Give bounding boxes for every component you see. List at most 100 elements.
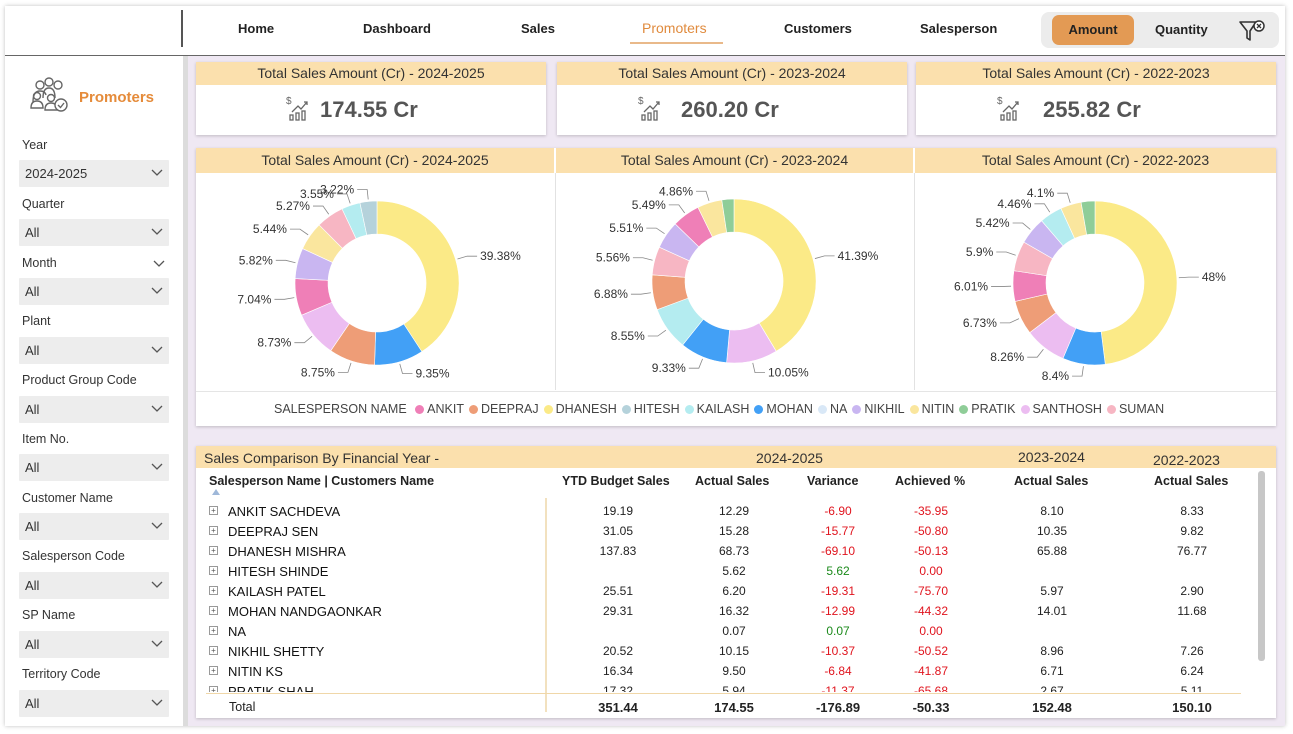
- donut-data-label: 5.42%: [976, 216, 1010, 230]
- donut-data-label: 8.75%: [301, 365, 335, 379]
- amount-button[interactable]: Amount: [1052, 15, 1134, 45]
- expand-plus-icon[interactable]: +: [209, 666, 218, 675]
- cell-actual-2022: 76.77: [1176, 544, 1208, 558]
- donut-slice-dhanesh[interactable]: [1094, 200, 1178, 365]
- legend-item[interactable]: NA: [817, 392, 847, 426]
- legend-item[interactable]: NITIN: [909, 392, 954, 426]
- clear-filter-icon[interactable]: [1238, 18, 1266, 44]
- legend-item[interactable]: SUMAN: [1106, 392, 1164, 426]
- donut-leader-line: [696, 190, 710, 201]
- legend-item[interactable]: DHANESH: [543, 392, 617, 426]
- filter-salesperson-code-dropdown[interactable]: All: [19, 572, 169, 599]
- table-row[interactable]: + HITESH SHINDE 5.62 5.62 0.00: [196, 561, 1256, 581]
- filter-label-month: Month: [22, 256, 57, 270]
- col-header-name[interactable]: Salesperson Name | Customers Name: [209, 474, 435, 488]
- legend-item[interactable]: ANKIT: [415, 392, 464, 426]
- expand-plus-icon[interactable]: +: [209, 506, 218, 515]
- filter-label-year: Year: [22, 138, 48, 152]
- col-header-ytd-budget[interactable]: YTD Budget Sales: [562, 474, 670, 488]
- chevron-down-icon: [151, 522, 163, 529]
- legend-item[interactable]: DEEPRAJ: [468, 392, 539, 426]
- sort-ascending-icon[interactable]: [212, 489, 220, 495]
- table-row[interactable]: + DEEPRAJ SEN 31.05 15.28 -15.77 -50.80 10.35 9…: [196, 521, 1256, 541]
- filter-item-no-dropdown[interactable]: All: [19, 454, 169, 481]
- table-row[interactable]: + NIKHIL SHETTY 20.52 10.15 -10.37 -50.52 8.96…: [196, 641, 1256, 661]
- legend-swatch: [959, 405, 969, 414]
- nav-salesperson[interactable]: Salesperson: [920, 21, 998, 36]
- expand-plus-icon[interactable]: +: [209, 526, 218, 535]
- donut-slice-pratik[interactable]: [1080, 200, 1096, 236]
- filter-label-salesperson-code: Salesperson Code: [22, 549, 125, 563]
- col-header-actual-2023[interactable]: Actual Sales: [1014, 474, 1089, 488]
- filter-month-dropdown[interactable]: All: [19, 278, 169, 305]
- donut-data-label: 4.86%: [659, 184, 693, 198]
- nav-sales[interactable]: Sales: [521, 21, 555, 36]
- col-header-actual-2024[interactable]: Actual Sales: [695, 474, 770, 488]
- quantity-button[interactable]: Quantity: [1155, 22, 1208, 37]
- legend-item[interactable]: NIKHIL: [852, 392, 905, 426]
- donut-charts-panel: Total Sales Amount (Cr) - 2024-2025 Tota…: [196, 148, 1276, 426]
- nav-home[interactable]: Home: [238, 21, 275, 36]
- legend-item[interactable]: MOHAN: [754, 392, 813, 426]
- table-row[interactable]: + NITIN KS 16.34 9.50 -6.84 -41.87 6.71 6.24: [196, 661, 1256, 681]
- filter-label-item-no: Item No.: [22, 432, 70, 446]
- filter-product-group-value: All: [25, 402, 40, 417]
- filter-customer-name-value: All: [25, 519, 40, 534]
- col-header-achieved[interactable]: Achieved %: [895, 474, 966, 488]
- donut-slice-dhanesh[interactable]: [733, 198, 817, 352]
- donut-leader-line: [357, 189, 369, 200]
- col-header-variance[interactable]: Variance: [807, 474, 859, 488]
- nav-dashboard[interactable]: Dashboard: [363, 21, 431, 36]
- expand-plus-icon[interactable]: +: [209, 546, 218, 555]
- legend-label: ANKIT: [427, 402, 464, 416]
- expand-plus-icon[interactable]: +: [209, 566, 218, 575]
- donut-data-label: 5.51%: [609, 221, 643, 235]
- legend-label: PRATIK: [971, 402, 1016, 416]
- legend-item[interactable]: SANTHOSH: [1020, 392, 1102, 426]
- table-row[interactable]: + DHANESH MISHRA 137.83 68.73 -69.10 -50.13 65…: [196, 541, 1256, 561]
- filter-customer-name-dropdown[interactable]: All: [19, 513, 169, 540]
- donut-leader-line: [289, 228, 309, 236]
- legend-item[interactable]: PRATIK: [959, 392, 1016, 426]
- nav-promoters[interactable]: Promoters: [642, 20, 707, 36]
- legend-item[interactable]: HITESH: [621, 392, 680, 426]
- expand-plus-icon[interactable]: +: [209, 626, 218, 635]
- filter-territory-code-dropdown[interactable]: All: [19, 690, 169, 717]
- donut-slice-hitesh[interactable]: [359, 200, 378, 236]
- expand-plus-icon[interactable]: +: [209, 686, 218, 692]
- table-scrollbar[interactable]: [1258, 471, 1265, 661]
- filter-year-dropdown[interactable]: 2024-2025: [19, 160, 169, 187]
- filter-label-territory-code: Territory Code: [22, 667, 101, 681]
- salesperson-name: NITIN KS: [228, 664, 283, 679]
- legend-label: NIKHIL: [864, 402, 905, 416]
- month-expand-chevron-icon[interactable]: [153, 260, 165, 268]
- nav-divider: [181, 10, 183, 47]
- expand-plus-icon[interactable]: +: [209, 606, 218, 615]
- legend-item[interactable]: KAILASH: [684, 392, 749, 426]
- cell-actual-2024: 16.32: [718, 604, 750, 618]
- donut-leader-line: [274, 297, 295, 300]
- expand-plus-icon[interactable]: +: [209, 646, 218, 655]
- salesperson-name: ANKIT SACHDEVA: [228, 504, 341, 519]
- donut-leader-line: [336, 193, 351, 204]
- total-actual-2022: 150.10: [1172, 700, 1212, 715]
- filter-label-product-group: Product Group Code: [22, 373, 137, 387]
- nav-customers[interactable]: Customers: [784, 21, 852, 36]
- filter-quarter-dropdown[interactable]: All: [19, 219, 169, 246]
- donut-data-label: 8.4%: [1042, 369, 1070, 383]
- filter-plant-dropdown[interactable]: All: [19, 337, 169, 364]
- filter-sp-name-dropdown[interactable]: All: [19, 631, 169, 658]
- filter-product-group-dropdown[interactable]: All: [19, 396, 169, 423]
- table-row[interactable]: + ANKIT SACHDEVA 19.19 12.29 -6.90 -35.95 8.10…: [196, 501, 1256, 521]
- table-row[interactable]: + MOHAN NANDGAONKAR 29.31 16.32 -12.99 -44.32…: [196, 601, 1256, 621]
- legend-items: ANKIT DEEPRAJ DHANESH HITESH KAILASH MOHAN NA N…: [415, 402, 1169, 416]
- filter-salesperson-code-value: All: [25, 578, 40, 593]
- table-row[interactable]: + PRATIK SHAH 17.32 5.94 -11.37 -65.68 2.67 5.1…: [196, 681, 1256, 692]
- donut-data-label: 6.73%: [963, 316, 997, 330]
- donut-slice-pratik[interactable]: [721, 198, 735, 233]
- donut-slice-dhanesh[interactable]: [376, 200, 460, 353]
- expand-plus-icon[interactable]: +: [209, 586, 218, 595]
- table-row[interactable]: + NA 0.07 0.07 0.00: [196, 621, 1256, 641]
- col-header-actual-2022[interactable]: Actual Sales: [1154, 474, 1229, 488]
- table-row[interactable]: + KAILASH PATEL 25.51 6.20 -19.31 -75.70 5.97 2…: [196, 581, 1256, 601]
